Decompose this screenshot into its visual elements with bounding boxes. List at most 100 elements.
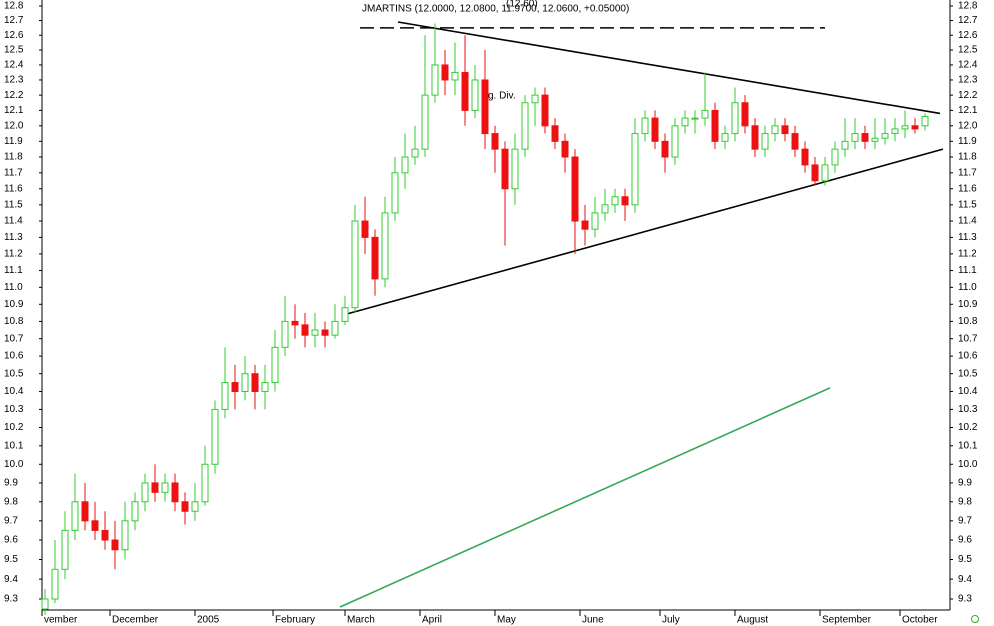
candle-body	[521, 102, 529, 150]
candle-body	[671, 125, 679, 158]
candle-body	[281, 320, 289, 348]
candle-body	[471, 79, 479, 111]
candle-body	[861, 133, 869, 142]
candle-body	[901, 125, 909, 130]
candle-body	[711, 109, 719, 142]
y-tick-label: 11.3	[4, 232, 23, 243]
candle-body	[681, 117, 689, 127]
candle-body	[251, 373, 259, 392]
annotation: g. Div.	[488, 91, 516, 102]
candle-body	[441, 64, 449, 81]
candle-body	[431, 64, 439, 96]
candle-body	[141, 482, 149, 503]
candle-body	[501, 148, 509, 190]
candle-body	[851, 133, 859, 142]
candle-body	[791, 133, 799, 150]
candle-body	[341, 307, 349, 322]
candle-body	[811, 164, 819, 182]
y-tick-label-right: 9.4	[958, 574, 972, 585]
y-tick-label-right: 12.7	[958, 15, 978, 26]
candle-body	[911, 125, 919, 130]
candle-body	[881, 133, 889, 139]
y-tick-label-right: 10.4	[958, 386, 978, 397]
candle-body	[731, 102, 739, 135]
candle-body	[101, 529, 109, 541]
y-tick-label: 9.8	[4, 496, 18, 507]
y-tick-label-right: 12.1	[958, 105, 978, 116]
x-tick-label: March	[347, 615, 375, 626]
y-tick-label: 10.8	[4, 316, 24, 327]
candle-body	[691, 117, 699, 120]
y-tick-label-right: 12.6	[958, 30, 978, 41]
candle-body	[611, 196, 619, 206]
y-tick-label-right: 10.3	[958, 404, 978, 415]
y-tick-label: 12.1	[4, 105, 24, 116]
candle-body	[321, 329, 329, 336]
y-tick-label-right: 11.5	[958, 199, 977, 210]
y-tick-label-right: 11.4	[958, 216, 977, 227]
candle-body	[381, 212, 389, 280]
x-tick-label: vember	[44, 615, 78, 626]
candle-body	[111, 539, 119, 551]
candle-body	[481, 79, 489, 135]
candle-body	[401, 156, 409, 174]
candle-body	[271, 346, 279, 384]
candle-body	[621, 196, 629, 206]
candle-body	[561, 140, 569, 158]
y-tick-label: 10.6	[4, 351, 24, 362]
y-tick-label: 12.5	[4, 45, 24, 56]
candle-body	[361, 220, 369, 238]
y-tick-label: 10.9	[4, 299, 24, 310]
y-tick-label: 11.2	[4, 249, 23, 260]
candle-body	[391, 172, 399, 214]
y-tick-label: 9.4	[4, 574, 18, 585]
x-tick-label: April	[422, 615, 442, 626]
candle-body	[761, 133, 769, 150]
annotation: (12.60)	[506, 0, 538, 10]
candle-body	[821, 164, 829, 182]
y-tick-label-right: 11.6	[958, 183, 977, 194]
candle-body	[831, 148, 839, 166]
candle-body	[751, 125, 759, 150]
y-tick-label-right: 11.2	[958, 249, 977, 260]
y-tick-label-right: 9.5	[958, 554, 972, 565]
y-tick-label-right: 12.2	[958, 90, 978, 101]
y-tick-label-right: 10.2	[958, 422, 978, 433]
candle-body	[871, 137, 879, 142]
x-tick-label: May	[497, 615, 516, 626]
candle-body	[411, 148, 419, 158]
candle-body	[241, 373, 249, 392]
y-tick-label: 10.2	[4, 422, 24, 433]
candle-body	[171, 482, 179, 503]
candle-body	[221, 382, 229, 410]
candle-body	[631, 133, 639, 206]
candle-body	[151, 482, 159, 493]
y-tick-label: 9.7	[4, 515, 18, 526]
candle-body	[721, 133, 729, 142]
candle-body	[531, 94, 539, 104]
candle-body	[71, 501, 79, 531]
y-tick-label-right: 12.4	[958, 60, 978, 71]
y-tick-label-right: 10.1	[958, 440, 978, 451]
y-tick-label-right: 9.9	[958, 478, 972, 489]
y-tick-label: 11.4	[4, 216, 23, 227]
candle-body	[191, 501, 199, 512]
candle-body	[781, 125, 789, 135]
y-tick-label-right: 11.1	[958, 265, 977, 276]
y-tick-label: 11.9	[4, 136, 23, 147]
y-tick-label: 12.4	[4, 60, 24, 71]
candle-body	[601, 204, 609, 214]
x-tick-label: June	[582, 615, 604, 626]
candle-body	[591, 212, 599, 230]
y-tick-label-right: 9.8	[958, 496, 972, 507]
y-tick-label-right: 11.3	[958, 232, 977, 243]
y-tick-label: 12.0	[4, 120, 24, 131]
candle-body	[301, 324, 309, 336]
y-tick-label: 11.5	[4, 199, 23, 210]
y-tick-label: 12.7	[4, 15, 24, 26]
y-tick-label-right: 10.0	[958, 459, 978, 470]
candle-body	[51, 568, 59, 600]
candle-body	[841, 140, 849, 150]
candle-body	[81, 501, 89, 522]
y-tick-label-right: 9.7	[958, 515, 972, 526]
